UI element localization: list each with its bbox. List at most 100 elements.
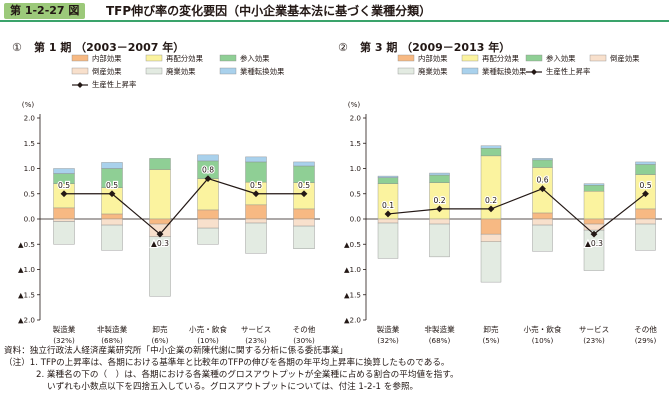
bar-segment-inner_effect <box>101 213 123 220</box>
y-tick-label: ▲2.0 <box>344 316 361 325</box>
x-category-label: 製造業 <box>53 324 76 334</box>
x-category-label: サービス <box>579 325 609 334</box>
y-tick-label: 1.0 <box>24 164 36 173</box>
legend-label: 生産性上昇率 <box>92 80 137 89</box>
legend-label: 内部効果 <box>418 54 448 63</box>
figure-title: TFP伸び率の変化要因（中小企業基本法に基づく業種分類） <box>106 4 432 18</box>
bar-segment-exit_effect <box>53 221 75 245</box>
y-tick-label: ▲0.5 <box>344 240 361 249</box>
tfp-line <box>64 177 304 235</box>
tfp-data-label: 0.8 <box>202 166 214 175</box>
bar-segment-entry_effect <box>583 184 605 192</box>
x-category-label: その他 <box>293 324 316 334</box>
legend-label: 業種転換効果 <box>240 67 285 76</box>
legend-label: 廃業効果 <box>418 67 448 76</box>
y-tick-label: 1.5 <box>24 139 35 148</box>
bar-segment-inner_effect <box>293 208 315 220</box>
bar-segment-exit_effect <box>101 224 123 251</box>
bar-segment-exit_effect <box>480 241 502 283</box>
x-category-share: (68%) <box>101 336 123 345</box>
y-axis-unit: (%) <box>22 100 35 109</box>
x-category-label: 小売・飲食 <box>524 324 562 334</box>
x-category-label: 小売・飲食 <box>189 324 227 334</box>
bar-segment-entry_effect <box>480 148 502 157</box>
bar-segment-exit_effect <box>532 224 553 252</box>
legend-label: 廃業効果 <box>166 67 196 76</box>
panel-title: 第 3 期 （2009－2013 年） <box>360 40 510 54</box>
tfp-point <box>300 190 308 198</box>
y-tick-label: 2.0 <box>350 114 362 123</box>
y-tick-label: ▲1.5 <box>344 290 361 299</box>
figure-number-badge: 第 1-2-27 図 <box>4 3 86 19</box>
y-tick-label: 0.0 <box>24 215 36 224</box>
legend-swatch <box>219 67 237 75</box>
legend-label: 内部効果 <box>92 54 122 63</box>
bar-segment-inner_effect <box>532 212 553 220</box>
legend-label: 業種転換効果 <box>482 67 527 76</box>
y-tick-label: 0.0 <box>350 215 362 224</box>
y-tick-label: ▲1.0 <box>344 265 361 274</box>
bar-segment-bankrupt_effect <box>429 218 450 225</box>
tfp-point <box>108 190 116 198</box>
tfp-point <box>204 175 212 182</box>
bar-segment-bankrupt_effect <box>532 218 553 226</box>
bar-segment-entry_effect <box>429 174 450 183</box>
bar-segment-exit_effect <box>197 227 219 245</box>
y-tick-label: ▲0.5 <box>18 240 35 249</box>
tfp-point <box>60 190 68 198</box>
legend-swatch <box>525 54 543 62</box>
x-category-share: (32%) <box>53 336 75 345</box>
x-category-share: (5%) <box>482 336 499 345</box>
x-category-label: 非製造業 <box>424 324 455 334</box>
tfp-point <box>487 205 495 213</box>
tfp-point <box>156 230 164 238</box>
panel-title: 第 1 期 （2003－2007 年） <box>34 40 184 54</box>
bar-segment-bankrupt_effect <box>245 218 267 224</box>
legend-swatch <box>145 67 163 75</box>
note-3: いずれも小数点以下を四捨五入している。グロスアウトプットについては、付注 1-2… <box>47 382 419 392</box>
bar-segment-inner_effect <box>480 218 502 235</box>
bar-segment-industry_shift_effect <box>101 162 123 169</box>
bar-segment-inner_effect <box>245 204 267 220</box>
bar-segment-entry_effect <box>377 177 399 184</box>
tfp-data-label: 0.2 <box>433 196 445 205</box>
bar-segment-realloc_effect <box>149 169 171 220</box>
tfp-point <box>384 210 392 218</box>
bar-segment-realloc_effect <box>197 178 219 211</box>
legend-label: 再配分効果 <box>166 54 204 63</box>
tfp-data-label: 0.5 <box>106 181 118 190</box>
bar-segment-industry_shift_effect <box>53 168 75 174</box>
x-category-label: 非製造業 <box>97 324 128 334</box>
bar-segment-bankrupt_effect <box>377 218 399 224</box>
x-category-share: (29%) <box>635 336 657 345</box>
legend-line-marker <box>77 82 83 88</box>
bar-segment-exit_effect <box>583 229 605 271</box>
y-tick-label: 1.5 <box>350 139 361 148</box>
tfp-data-label: 0.5 <box>250 181 262 190</box>
bar-segment-industry_shift_effect <box>532 158 553 161</box>
legend-swatch <box>461 67 479 75</box>
bar-segment-industry_shift_effect <box>377 175 399 178</box>
y-tick-label: ▲2.0 <box>18 316 35 325</box>
legend-swatch <box>589 54 607 62</box>
bar-segment-inner_effect <box>583 218 605 225</box>
tfp-point <box>590 230 598 238</box>
bar-segment-bankrupt_effect <box>293 218 315 227</box>
header-divider <box>0 20 669 22</box>
bar-segment-inner_effect <box>53 207 75 220</box>
x-category-share: (68%) <box>429 336 451 345</box>
bar-segment-inner_effect <box>149 218 171 225</box>
legend-label: 参入効果 <box>240 54 270 63</box>
tfp-point <box>642 190 649 198</box>
bar-segment-inner_effect <box>635 208 656 220</box>
y-tick-label: 2.0 <box>24 114 36 123</box>
y-tick-label: ▲1.5 <box>18 290 35 299</box>
bar-segment-bankrupt_effect <box>197 218 219 229</box>
tfp-point <box>436 205 443 213</box>
bar-segment-entry_effect <box>532 159 553 168</box>
x-category-label: サービス <box>241 325 271 334</box>
figure-header: 第 1-2-27 図 TFP伸び率の変化要因（中小企業基本法に基づく業種分類） <box>0 0 669 22</box>
tfp-data-label: 0.6 <box>536 176 548 185</box>
tfp-point <box>252 190 260 198</box>
y-tick-label: 0.5 <box>24 189 35 198</box>
